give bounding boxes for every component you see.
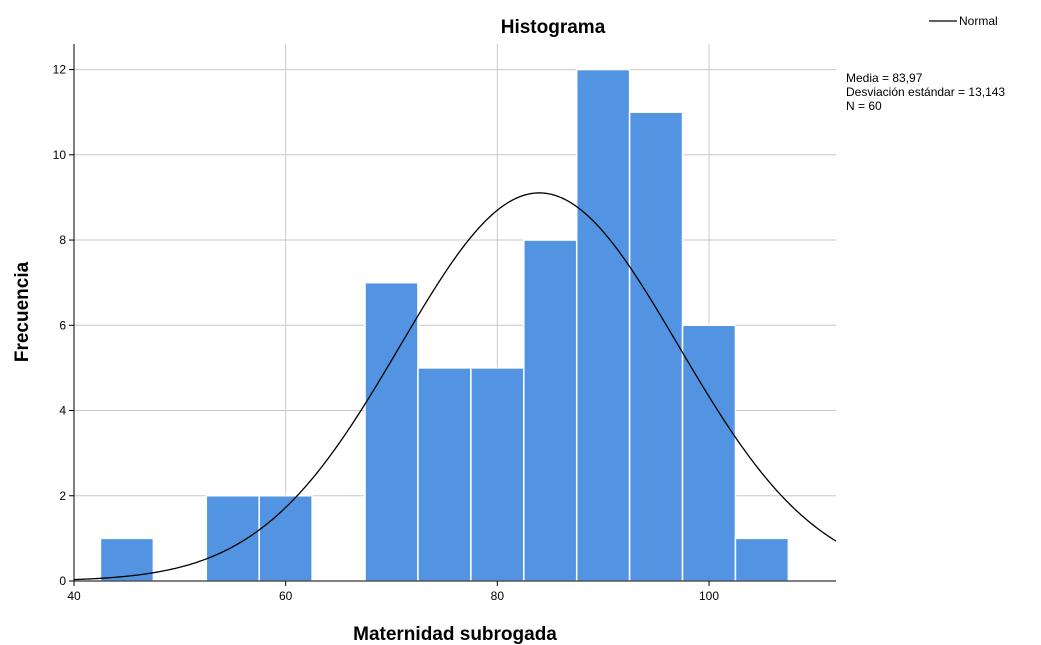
y-tick-label: 6: [59, 318, 66, 332]
legend: Normal: [929, 14, 998, 28]
histogram-bar: [628, 111, 684, 582]
chart-title: Histograma: [501, 17, 606, 38]
tick-labels: 0 2 4 6 8 10 12 40 60 80 100: [53, 63, 720, 603]
histogram-bar: [523, 239, 578, 582]
histogram-bar: [364, 281, 419, 582]
bars: [99, 68, 790, 582]
histogram-bar: [417, 367, 472, 582]
normal-curve-layer: [73, 192, 837, 581]
y-axis-label: Frecuencia: [12, 261, 33, 362]
histogram-bar: [258, 495, 313, 582]
stats-sd: Desviación estándar = 13,143: [846, 85, 1005, 99]
x-axis-label: Maternidad subrogada: [353, 624, 557, 645]
y-tick-label: 8: [59, 233, 66, 247]
x-tick-label: 40: [67, 589, 81, 603]
axes: [69, 44, 836, 586]
histogram-bar: [470, 367, 525, 582]
legend-label-normal: Normal: [959, 14, 998, 28]
x-tick-label: 60: [279, 589, 293, 603]
stats-n: N = 60: [846, 99, 882, 113]
y-tick-label: 10: [53, 148, 67, 162]
y-tick-label: 2: [59, 489, 66, 503]
histogram-bar: [575, 68, 631, 582]
y-tick-label: 0: [59, 574, 66, 588]
histogram-bar: [681, 324, 737, 582]
y-tick-label: 12: [53, 63, 67, 77]
histogram-bar: [734, 537, 790, 582]
x-tick-label: 80: [491, 589, 505, 603]
x-tick-label: 100: [699, 589, 719, 603]
stats-box: Media = 83,97 Desviación estándar = 13,1…: [846, 71, 1005, 113]
stats-mean: Media = 83,97: [846, 71, 923, 85]
y-tick-label: 4: [59, 404, 66, 418]
normal-curve: [73, 192, 837, 581]
histogram-bar: [205, 495, 260, 582]
